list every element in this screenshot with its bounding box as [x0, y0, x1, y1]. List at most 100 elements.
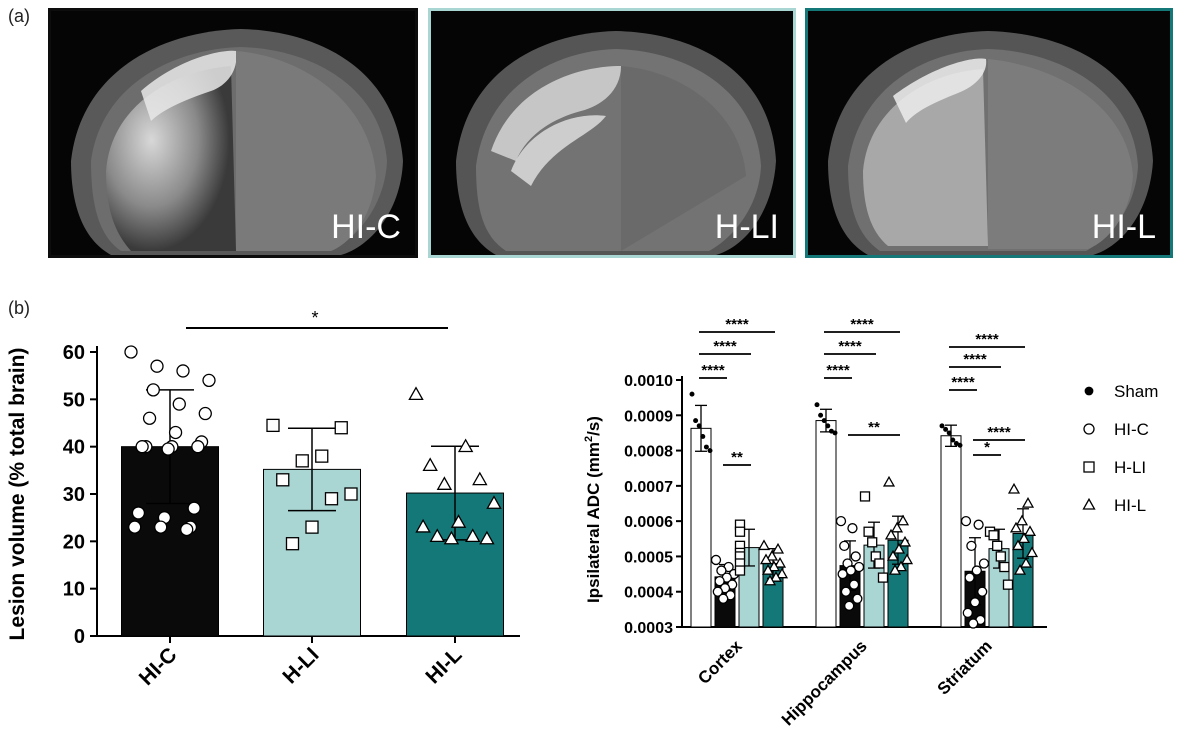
data-point [285, 537, 300, 551]
data-point [1025, 546, 1039, 558]
legend-label: HI-C [1114, 420, 1149, 439]
data-point [734, 526, 746, 537]
data-point [450, 514, 467, 528]
mri-label: HI-L [1091, 208, 1156, 246]
data-point [828, 428, 834, 434]
data-point [870, 551, 881, 562]
data-point [305, 520, 319, 534]
data-point [324, 492, 339, 506]
data-point [734, 551, 746, 562]
data-point [334, 421, 348, 435]
bar [964, 570, 986, 628]
y-tick-label: 30 [63, 484, 85, 506]
data-point [837, 568, 848, 580]
data-point [693, 418, 699, 424]
legend-label: HI-L [1114, 496, 1146, 515]
data-point [888, 564, 902, 575]
data-point [728, 568, 740, 580]
data-point [191, 440, 205, 454]
data-point [960, 515, 972, 527]
data-point [759, 553, 773, 565]
data-point [465, 528, 481, 543]
bar [714, 576, 736, 628]
data-point [1007, 482, 1021, 494]
data-point [818, 412, 824, 418]
data-point [150, 359, 164, 373]
bar [839, 565, 861, 628]
data-point [719, 583, 731, 594]
data-point [939, 423, 945, 429]
data-point [1011, 539, 1025, 551]
significance-label: **** [826, 362, 850, 379]
data-point [775, 567, 789, 579]
data-point [457, 438, 474, 453]
y-axis-label: Ipsilateral ADC (mm2/s) [583, 416, 603, 603]
data-point [898, 535, 912, 547]
data-point [988, 530, 999, 541]
data-point [422, 457, 438, 472]
data-point [734, 540, 746, 551]
legend-marker [1084, 386, 1094, 396]
data-point [975, 614, 986, 626]
significance-label: **** [725, 316, 749, 333]
data-point [187, 501, 201, 515]
data-point [202, 373, 216, 388]
mri-label: H-LI [714, 208, 779, 246]
data-point [161, 442, 175, 456]
data-point [714, 575, 725, 587]
data-point [146, 383, 160, 397]
significance-label: **** [987, 424, 1011, 441]
data-point [124, 345, 138, 359]
data-point [128, 520, 142, 534]
data-point [443, 530, 460, 545]
bar [940, 435, 962, 628]
data-point [847, 523, 858, 534]
x-tick-label: Hippocampus [778, 636, 871, 729]
data-point [135, 440, 149, 454]
data-point [821, 418, 827, 424]
data-point [1013, 564, 1027, 575]
x-tick-label: H-LI [278, 643, 323, 688]
legend-marker [1082, 497, 1096, 510]
data-point [842, 558, 853, 569]
data-point [479, 530, 495, 545]
significance-label: * [984, 439, 990, 456]
data-point [723, 561, 734, 573]
data-point [845, 565, 856, 576]
legend-marker [1083, 461, 1095, 473]
lesion-volume-chart: 0 10 20 30 40 50 60 Lesion volume (% total brai… [6, 308, 520, 690]
significance-label: **** [951, 374, 975, 391]
brain-scan-image [71, 29, 403, 255]
data-point [1017, 532, 1031, 544]
x-tick-label: HI-C [135, 643, 182, 690]
x-tick-label: HI-L [421, 643, 466, 688]
data-point [721, 572, 732, 583]
data-point [900, 553, 914, 565]
data-point [761, 564, 775, 575]
data-point [848, 579, 860, 590]
significance-label: ** [868, 419, 880, 436]
data-point [999, 561, 1010, 573]
data-point [977, 586, 988, 597]
data-point [767, 560, 781, 572]
data-point [142, 411, 157, 425]
significance-label: **** [701, 362, 725, 379]
data-point [946, 430, 952, 436]
data-point [734, 558, 746, 569]
data-point [978, 558, 990, 569]
data-point [771, 542, 785, 554]
data-point [850, 551, 861, 562]
data-point [1002, 579, 1014, 590]
x-tick-label: Striatum [934, 636, 996, 698]
y-tick-label: 0.0010 [624, 373, 673, 390]
data-point [725, 590, 736, 601]
data-point [710, 554, 722, 566]
significance-label: **** [838, 338, 862, 355]
data-point [176, 364, 190, 378]
mri-label: HI-C [331, 208, 401, 246]
y-tick-label: 0.0006 [624, 514, 673, 531]
legend-marker [1083, 423, 1095, 435]
significance-label: **** [850, 316, 874, 333]
data-point [853, 561, 865, 573]
data-point [995, 551, 1006, 562]
